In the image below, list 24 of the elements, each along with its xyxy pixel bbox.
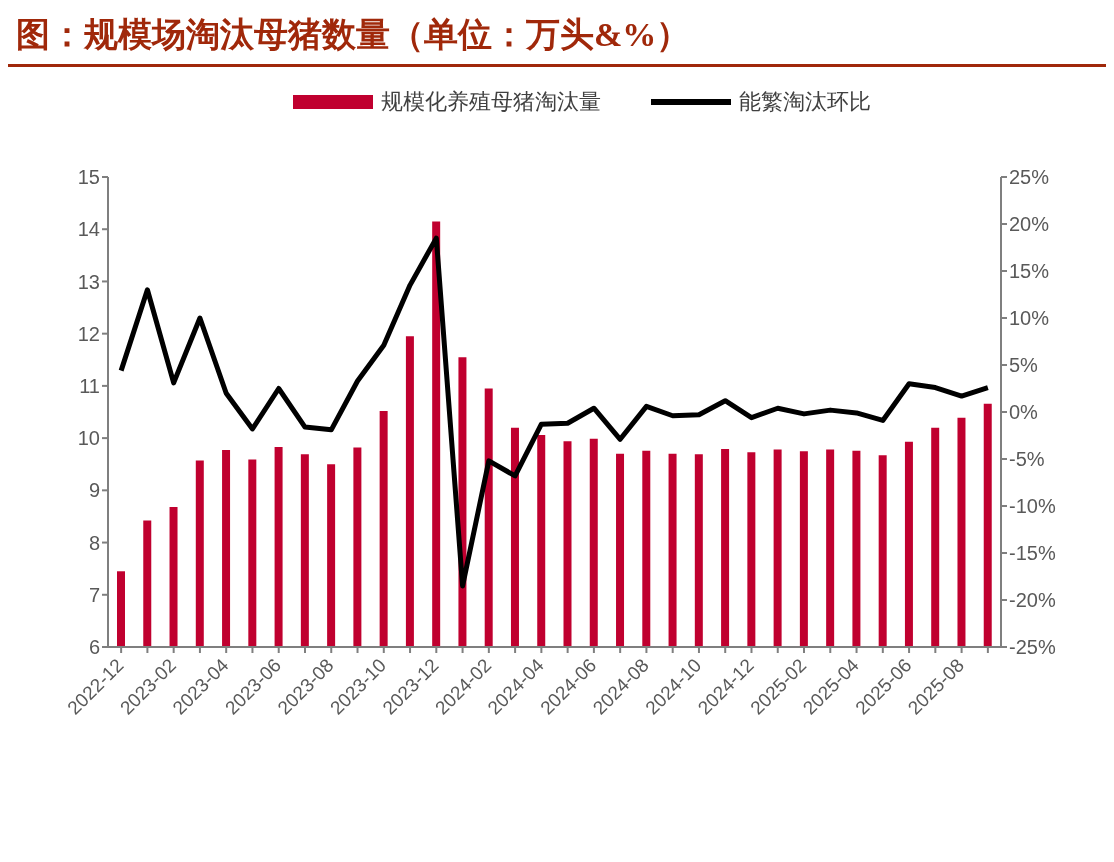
y2-tick-label: -15%	[1009, 542, 1056, 565]
y-tick-label: 13	[77, 270, 100, 293]
y-tick-label: 6	[88, 636, 100, 659]
y2-tick-label: 5%	[1009, 354, 1039, 377]
y-tick-label: 11	[79, 374, 100, 397]
y2-tick-label: 0%	[1009, 401, 1039, 424]
y2-tick-label: 20%	[1009, 213, 1050, 236]
y-tick-label: 10	[77, 427, 100, 450]
y2-tick-label: -5%	[1009, 448, 1045, 471]
y2-tick-label: -20%	[1009, 589, 1056, 612]
y2-tick-label: 25%	[1009, 166, 1050, 189]
legend-label: 规模化养殖母猪淘汰量	[381, 88, 601, 116]
chart-title: 图：规模场淘汰母猪数量（单位：万头&%）	[8, 8, 1106, 67]
y-tick-label: 9	[88, 479, 100, 502]
y2-tick-label: 10%	[1009, 307, 1050, 330]
legend-label: 能繁淘汰环比	[739, 88, 871, 116]
y-tick-label: 15	[77, 166, 100, 189]
y2-tick-label: -25%	[1009, 636, 1056, 659]
y-tick-label: 12	[77, 322, 100, 345]
y2-tick-label: 15%	[1009, 260, 1050, 283]
y-tick-label: 7	[88, 583, 100, 606]
y-tick-label: 14	[77, 218, 100, 241]
y2-tick-label: -10%	[1009, 495, 1056, 518]
y-tick-label: 8	[88, 531, 100, 554]
